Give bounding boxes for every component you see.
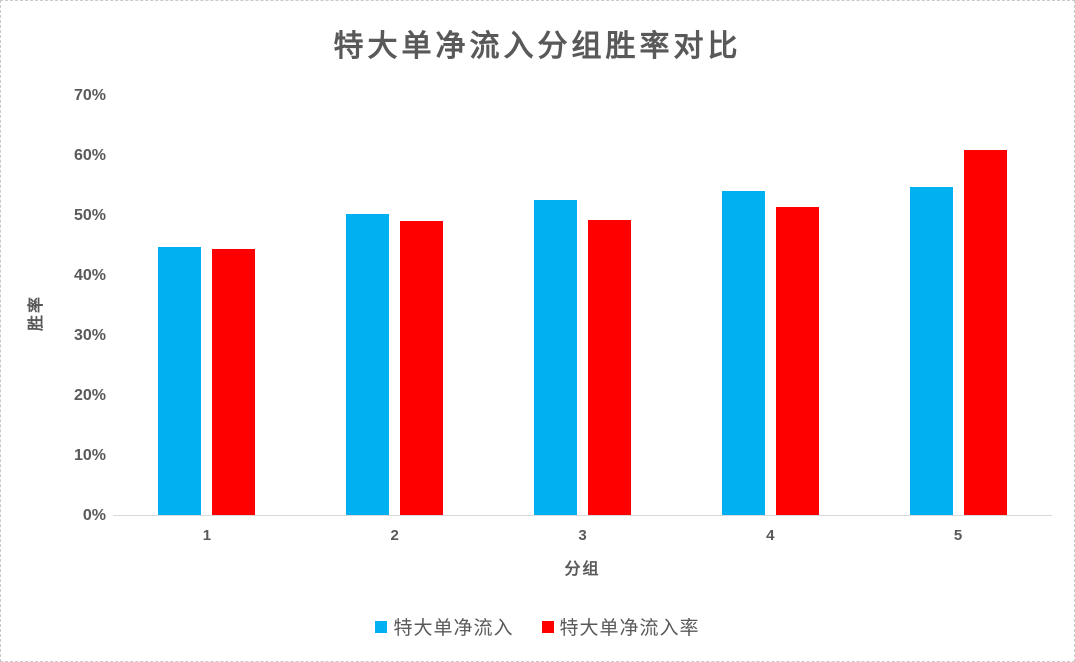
y-tick-label: 60%: [73, 147, 106, 164]
plot-area: [113, 96, 1052, 516]
bar-group-1: [113, 96, 301, 515]
bar-series2-group4: [775, 206, 819, 515]
y-tick-label: 0%: [82, 507, 106, 524]
x-tick-label: 1: [202, 527, 212, 544]
bar-series2-group5: [963, 149, 1007, 515]
legend-swatch-icon: [375, 620, 388, 633]
legend-item-series1: 特大单净流入: [375, 613, 513, 640]
bar-group-5: [864, 96, 1052, 515]
y-tick-label: 40%: [73, 267, 106, 284]
y-axis-tick-labels: 70% 60% 50% 40% 30% 20% 10% 0%: [1, 1, 106, 661]
legend-item-series2: 特大单净流入率: [541, 613, 700, 640]
legend-label: 特大单净流入率: [559, 618, 700, 639]
bar-series1-group2: [346, 213, 390, 515]
bar-series1-group5: [909, 186, 953, 515]
x-tick-label: 3: [578, 527, 587, 544]
y-tick-label: 50%: [73, 207, 106, 224]
y-tick-label: 10%: [73, 447, 106, 464]
x-tick-label: 4: [766, 527, 775, 544]
chart-title: 特大单净流入分组胜率对比: [333, 30, 742, 63]
legend-label: 特大单净流入: [393, 618, 514, 639]
x-axis-title: 分组: [564, 561, 601, 578]
x-axis-tick-labels: 1 2 3 4 5: [113, 527, 1052, 544]
bar-series1-group4: [721, 190, 765, 515]
bar-series2-group2: [400, 220, 444, 515]
bar-group-2: [301, 96, 489, 515]
bar-series1-group1: [158, 246, 202, 515]
legend-swatch-icon: [541, 620, 554, 633]
x-tick-label: 2: [390, 527, 399, 544]
y-tick-label: 70%: [73, 87, 106, 104]
y-tick-label: 20%: [73, 387, 106, 404]
chart-legend: 特大单净流入 特大单净流入率: [1, 613, 1074, 640]
bar-series2-group1: [212, 249, 256, 515]
y-axis-title: 胜率: [28, 295, 45, 332]
y-tick-label: 30%: [73, 327, 106, 344]
bar-group-4: [676, 96, 864, 515]
bar-series1-group3: [533, 199, 577, 515]
x-tick-label: 5: [953, 527, 963, 544]
bar-group-3: [489, 96, 677, 515]
bar-series2-group3: [587, 219, 631, 515]
